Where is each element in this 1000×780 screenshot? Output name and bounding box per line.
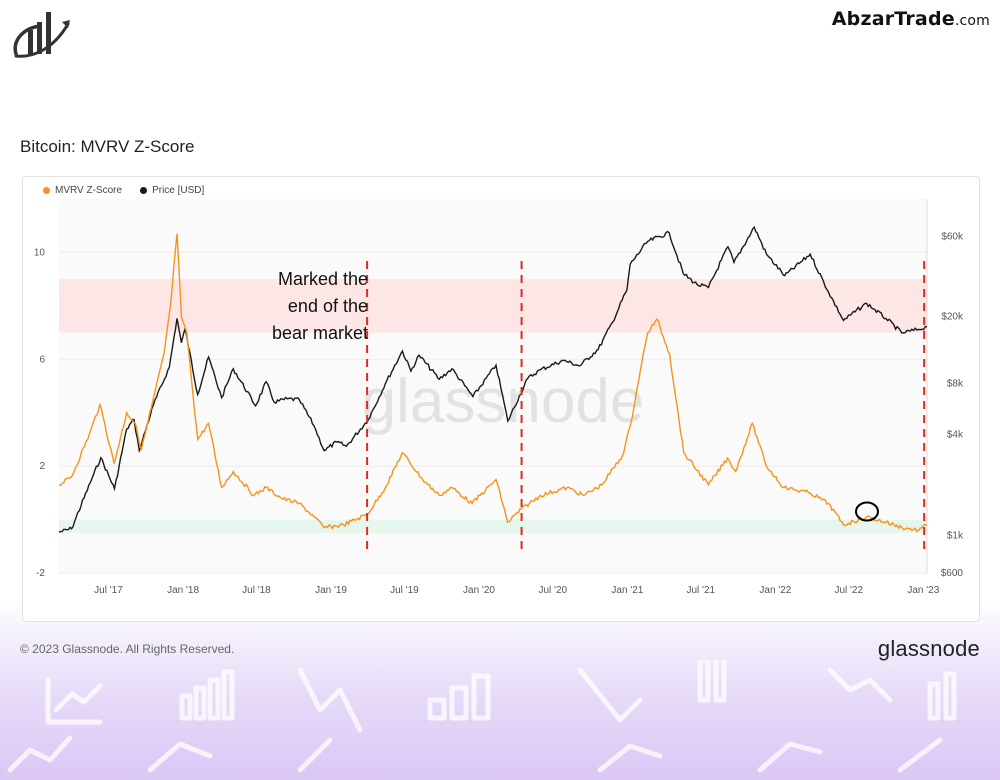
chart-legend: MVRV Z-Score Price [USD] <box>43 185 204 196</box>
y-left-tick-label: 6 <box>39 354 45 365</box>
x-tick-label: Jan '21 <box>611 585 643 596</box>
x-tick-label: Jul '18 <box>242 585 271 596</box>
y-right-tick-label: $4k <box>947 429 964 440</box>
annotation-text: bear market <box>272 323 368 343</box>
y-right-tick-label: $20k <box>941 312 964 323</box>
footer-copyright: © 2023 Glassnode. All Rights Reserved. <box>20 642 235 656</box>
chart-svg: glassnode -2 2 6 10 $600 $1k $4k $8k $20k $60k Jul … <box>34 199 964 596</box>
x-tick-label: Jul '19 <box>390 585 419 596</box>
zone-red <box>59 279 927 333</box>
legend-label-mvrv: MVRV Z-Score <box>55 185 123 196</box>
chart-title: Bitcoin: MVRV Z-Score <box>20 137 195 156</box>
site-logo-icon <box>13 12 70 58</box>
footer-brand: glassnode <box>877 636 980 661</box>
watermark: glassnode <box>362 367 645 436</box>
legend-label-price: Price [USD] <box>152 185 205 196</box>
y-left-tick-label: 2 <box>39 461 45 472</box>
y-right-tick-label: $60k <box>941 231 964 242</box>
site-brand[interactable]: AbzarTrade.com <box>832 8 990 30</box>
y-left-tick-label: -2 <box>36 568 45 579</box>
brand-suffix: .com <box>954 13 990 29</box>
legend-dot-mvrv <box>43 187 50 194</box>
plot-area <box>59 199 927 573</box>
brand-name: AbzarTrade <box>831 8 955 30</box>
highlight-circle <box>854 501 879 522</box>
x-tick-label: Jan '23 <box>907 585 939 596</box>
legend-dot-price <box>140 187 148 194</box>
background-chart-icons <box>7 660 957 773</box>
x-tick-label: Jul '17 <box>94 585 123 596</box>
x-tick-label: Jan '18 <box>167 585 199 596</box>
y-right-tick-label: $8k <box>947 379 964 390</box>
series-line-mvrv <box>58 233 928 533</box>
legend-item-price[interactable]: Price [USD] <box>140 185 204 196</box>
x-tick-label: Jul '21 <box>686 585 715 596</box>
x-tick-label: Jan '19 <box>315 585 347 596</box>
zone-green <box>59 519 927 533</box>
chart-panel: glassnode -2 2 6 10 $600 $1k $4k $8k $20k $60k Jul … <box>22 176 980 622</box>
y-right-tick-label: $600 <box>941 568 964 579</box>
annotation-text: Marked the <box>278 269 368 289</box>
x-tick-label: Jul '22 <box>834 585 863 596</box>
legend-item-mvrv[interactable]: MVRV Z-Score <box>43 185 122 196</box>
x-tick-label: Jan '20 <box>463 585 495 596</box>
series-line-price <box>58 225 928 533</box>
x-tick-label: Jan '22 <box>759 585 791 596</box>
y-right-tick-label: $1k <box>947 531 964 542</box>
annotation-text: end of the <box>288 296 368 316</box>
x-tick-label: Jul '20 <box>539 585 568 596</box>
y-left-tick-label: 10 <box>34 247 46 258</box>
